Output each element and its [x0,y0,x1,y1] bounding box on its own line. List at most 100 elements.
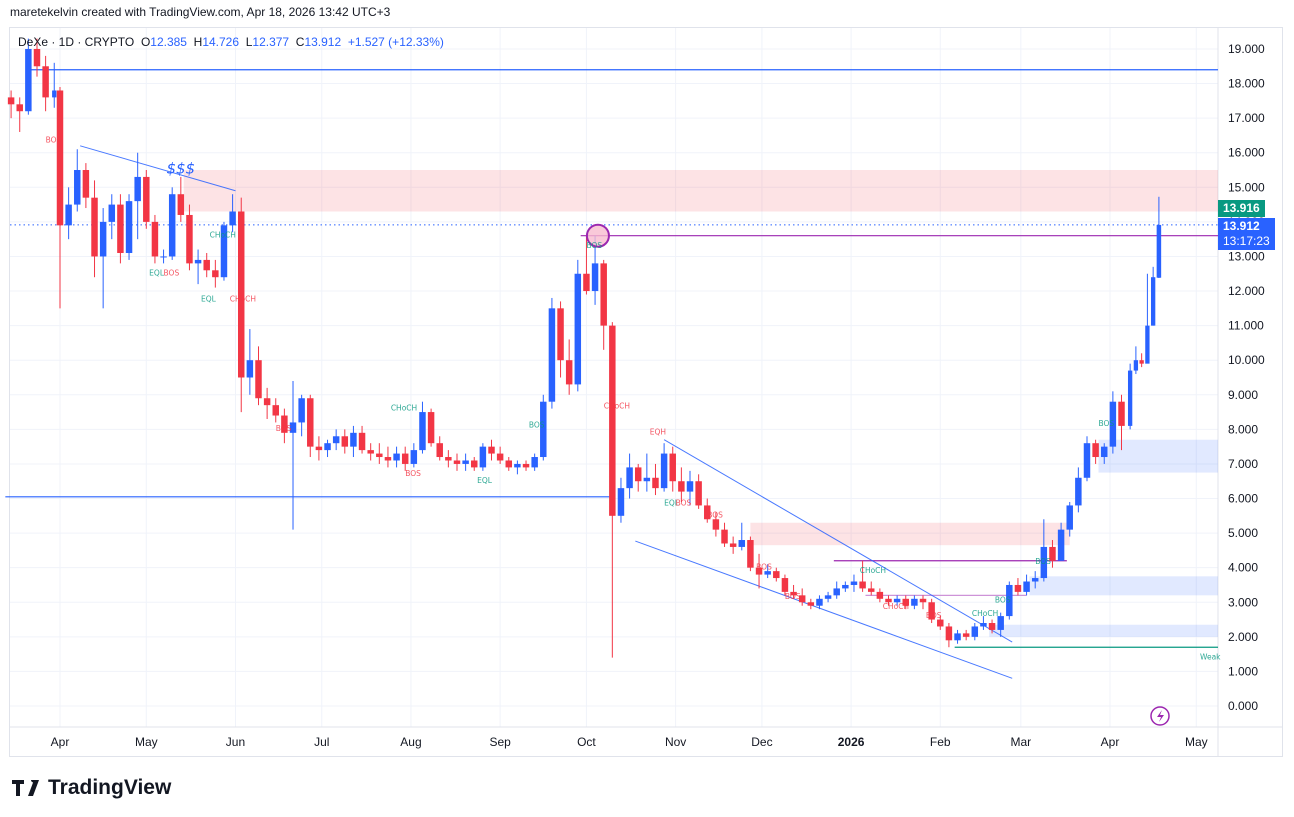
candle-body [634,467,642,482]
candle [65,187,72,240]
structure-label: EQL [664,498,680,507]
candle-body [893,598,901,603]
candle [358,425,366,454]
candle [108,194,116,240]
candle-body [324,443,331,451]
logo-text: TradingView [48,776,172,799]
candle [143,170,150,229]
symbol-name[interactable]: DeXe · 1D · CRYPTO [18,35,135,49]
candle-body [237,211,245,378]
candle [177,176,185,222]
candle [773,567,780,582]
y-tick-label: 13.000 [1228,249,1265,263]
chart-frame [9,27,1283,757]
candle [186,204,193,271]
candle-body [686,481,694,492]
candle-body [962,633,970,637]
candle [160,249,167,264]
structure-label: BOS [46,135,62,144]
candle-body [867,588,875,592]
x-tick-label: Nov [665,735,686,749]
candle-body [540,401,547,458]
candle [1150,266,1156,326]
tradingview-logo-icon [12,780,39,796]
candle-body [548,308,556,402]
candle-body [462,460,469,464]
candle-body [609,325,616,516]
candle-body [134,176,141,202]
candle [704,498,711,523]
candle [626,453,633,499]
candle-body [229,211,236,226]
x-tick-label: 2026 [838,735,865,749]
candle [1014,578,1022,596]
candle [220,221,228,281]
close-value: 13.912 [304,35,342,49]
candle-body [1127,370,1133,426]
candle [548,297,556,409]
candle [134,152,141,240]
x-tick-label: Mar [1010,735,1031,749]
tradingview-logo[interactable]: TradingView [12,776,171,800]
candle [643,453,651,492]
candle-body [1156,224,1162,278]
structure-label: BOS [756,562,772,571]
candle-body [816,598,823,606]
candle-body [591,263,599,292]
candle-body [583,273,590,292]
candle-body [1014,584,1022,592]
candle [1031,571,1039,589]
highlight-circle [585,223,610,248]
candle [600,259,607,350]
candle-body [255,360,262,399]
candle [997,612,1004,637]
x-tick-label: Oct [577,735,596,749]
candle [99,208,107,309]
candle-body [488,446,495,454]
structure-label: EQL [149,268,165,277]
structure-label: CHoCH [860,566,886,575]
candle [1156,196,1162,279]
structure-label: BOS [164,268,180,277]
candle-body [1092,443,1099,458]
symbol-legend: DeXe · 1D · CRYPTO O12.385 H14.726 L12.3… [18,35,444,49]
candle [557,301,564,378]
candle-body [1049,546,1056,561]
x-tick-label: Apr [1101,735,1120,749]
candle [410,443,418,468]
candle [315,436,323,461]
structure-label: BOS [276,424,292,433]
candle [798,588,806,606]
candle [790,584,797,599]
candle-body [531,457,538,468]
y-tick-label: 9.000 [1228,388,1258,402]
candle-body [850,581,858,585]
candle [229,194,236,233]
candle [712,512,720,537]
candle-body [203,259,210,271]
bar-countdown: 13:17:23 [1223,234,1270,248]
candle-body [367,450,374,454]
candle-body [220,225,228,278]
candle-body [859,581,866,589]
lightning-icon[interactable] [1150,706,1170,726]
candle [928,598,935,624]
candle [82,163,90,209]
y-tick-label: 16.000 [1228,146,1265,160]
candle [462,453,469,471]
candle [945,623,953,648]
candle-body [1023,581,1030,592]
candle [401,446,409,471]
y-tick-label: 1.000 [1228,664,1258,678]
candle [1127,363,1133,430]
trend-line [79,145,236,192]
candle [531,453,538,471]
candle [1118,394,1125,451]
candle [298,394,305,437]
candle [988,619,996,634]
candle [816,595,823,610]
candle [1040,519,1048,582]
candle [583,235,590,295]
structure-label: CHoCH [883,602,909,611]
